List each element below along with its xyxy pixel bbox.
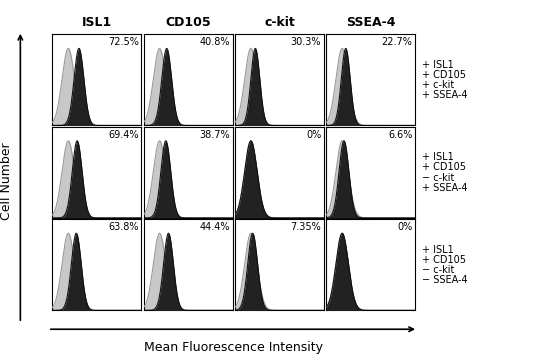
- Text: c-kit: c-kit: [264, 16, 295, 29]
- Text: 7.35%: 7.35%: [290, 222, 321, 232]
- Text: 44.4%: 44.4%: [200, 222, 230, 232]
- Text: + CD105: + CD105: [422, 70, 466, 80]
- Text: CD105: CD105: [166, 16, 211, 29]
- Text: 63.8%: 63.8%: [108, 222, 139, 232]
- Text: 40.8%: 40.8%: [200, 37, 230, 47]
- Text: 72.5%: 72.5%: [108, 37, 139, 47]
- Text: + ISL1: + ISL1: [422, 60, 454, 70]
- Text: Cell Number: Cell Number: [0, 143, 13, 220]
- Text: + SSEA-4: + SSEA-4: [422, 183, 468, 193]
- Text: − c-kit: − c-kit: [422, 172, 454, 183]
- Text: 0%: 0%: [397, 222, 412, 232]
- Text: 22.7%: 22.7%: [382, 37, 412, 47]
- Text: − SSEA-4: − SSEA-4: [422, 275, 468, 285]
- Text: + ISL1: + ISL1: [422, 152, 454, 162]
- Text: + ISL1: + ISL1: [422, 245, 454, 254]
- Text: + c-kit: + c-kit: [422, 80, 454, 90]
- Text: SSEA-4: SSEA-4: [346, 16, 395, 29]
- Text: + CD105: + CD105: [422, 162, 466, 172]
- Text: 6.6%: 6.6%: [388, 130, 412, 140]
- Text: 30.3%: 30.3%: [291, 37, 321, 47]
- Text: − c-kit: − c-kit: [422, 265, 454, 275]
- Text: 38.7%: 38.7%: [199, 130, 230, 140]
- Text: Mean Fluorescence Intensity: Mean Fluorescence Intensity: [144, 341, 323, 354]
- Text: + CD105: + CD105: [422, 255, 466, 265]
- Text: 0%: 0%: [306, 130, 321, 140]
- Text: 69.4%: 69.4%: [108, 130, 139, 140]
- Text: + SSEA-4: + SSEA-4: [422, 90, 468, 100]
- Text: ISL1: ISL1: [81, 16, 112, 29]
